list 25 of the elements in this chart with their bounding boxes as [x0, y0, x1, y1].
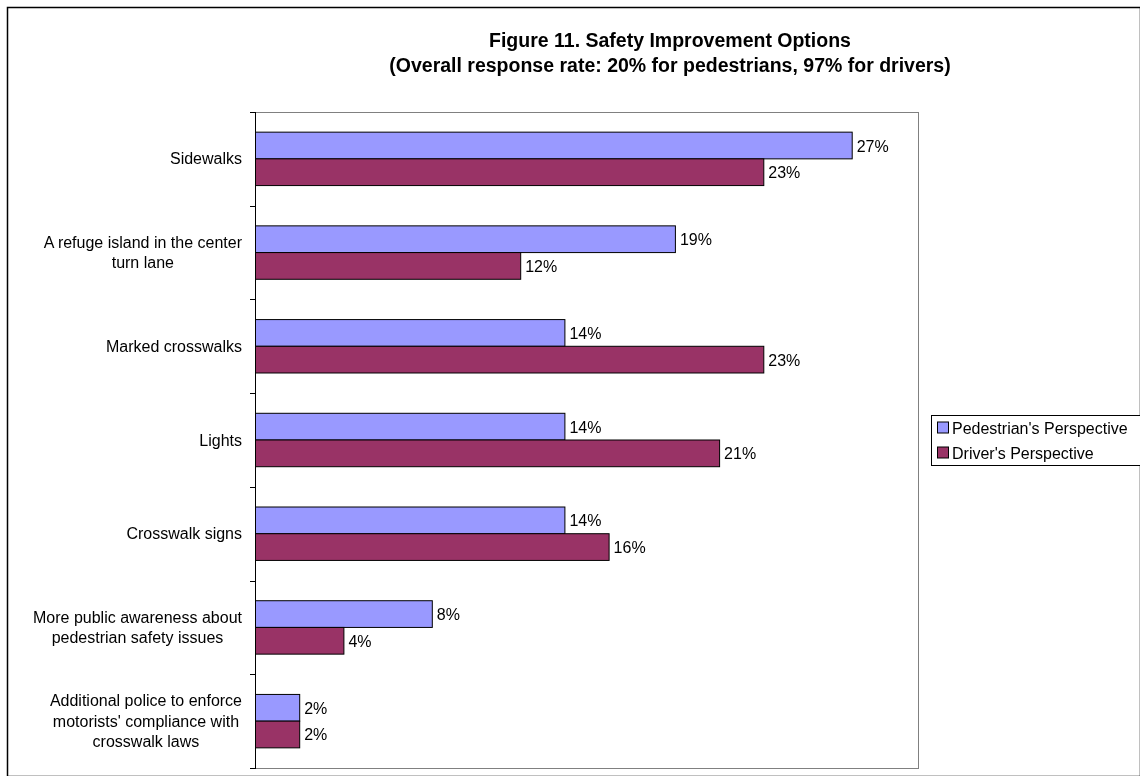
- chart-title: Figure 11. Safety Improvement Options: [489, 29, 852, 51]
- y-tick-label: Crosswalk signs: [126, 525, 242, 543]
- data-label: 16%: [613, 538, 646, 556]
- chart-subtitle: (Overall response rate: 20% for pedestrians, 97% for drivers): [389, 54, 951, 76]
- y-tick-label: Lights: [199, 431, 242, 449]
- y-tick-label: Sidewalks: [169, 150, 242, 168]
- data-label: 27%: [856, 137, 889, 154]
- data-label: 14%: [569, 511, 602, 529]
- data-label: 4%: [348, 632, 372, 650]
- data-label: 12%: [525, 257, 558, 275]
- data-label: 14%: [569, 324, 602, 342]
- data-label: 21%: [724, 444, 757, 462]
- data-label: 8%: [436, 605, 460, 623]
- y-tick-label: Additional police to enforce motorists' compliance with crosswalk laws: [49, 692, 243, 751]
- data-label: 23%: [768, 163, 801, 181]
- y-tick-label: More public awareness about pedestrian safety issues: [32, 608, 243, 647]
- legend-label: Pedestrian's Perspective: [952, 419, 1128, 436]
- data-label: 2%: [304, 726, 328, 743]
- data-label: 14%: [569, 418, 602, 436]
- data-label: 23%: [768, 351, 801, 369]
- y-tick-label: Marked crosswalks: [105, 337, 242, 355]
- legend-label: Driver's Perspective: [952, 444, 1094, 461]
- y-tick-label: A refuge island in the center turn lane: [43, 233, 243, 272]
- data-label: 2%: [304, 699, 328, 717]
- data-label: 19%: [679, 230, 712, 248]
